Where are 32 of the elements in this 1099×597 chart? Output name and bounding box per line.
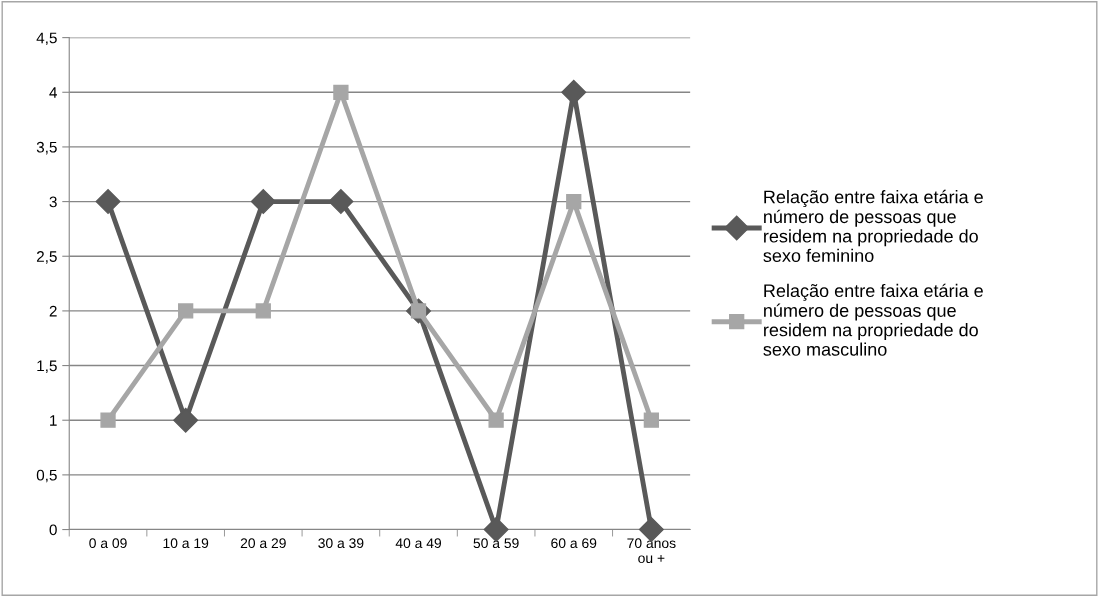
y-tick-label: 3	[49, 196, 57, 208]
point	[95, 189, 121, 215]
point	[333, 84, 349, 100]
point	[173, 407, 199, 433]
y-tick-label: 0	[49, 524, 57, 536]
point	[250, 189, 276, 215]
y-tick-label: 1	[50, 415, 57, 426]
x-tick-label: 60 a 69	[551, 538, 597, 549]
x-tick-label: 10 a 19	[163, 538, 209, 549]
x-tick-label: 50 a 59	[473, 538, 519, 549]
legend-label: Relação entre faixa etária e número de pessoas que residem na propriedade do sexo masculino	[763, 283, 983, 356]
legend-label: Relação entre faixa etária e número de pessoas que residem na propriedade do sexo feminino	[763, 189, 983, 263]
point	[566, 193, 582, 210]
x-tick-label: 30 a 39	[318, 538, 364, 549]
y-tick-label: 2,5	[36, 251, 57, 264]
x-tick-label: 70 anos ou +	[627, 538, 676, 564]
point	[178, 303, 194, 319]
y-tick-label: 1,5	[37, 360, 57, 374]
point	[561, 79, 587, 105]
point	[643, 412, 660, 428]
point	[488, 412, 504, 428]
y-tick-label: 4	[49, 87, 57, 98]
y-tick-label: 3,5	[36, 141, 57, 155]
x-tick-label: 40 a 49	[395, 538, 442, 549]
x-tick-label: 20 a 29	[240, 538, 286, 549]
point	[328, 189, 354, 215]
x-tick-label: 0 a 09	[89, 538, 127, 549]
y-tick-label: 4,5	[36, 32, 57, 46]
y-tick-label: 2	[49, 305, 57, 317]
point	[255, 303, 271, 319]
point	[100, 412, 116, 428]
y-tick-label: 0,5	[36, 469, 57, 483]
